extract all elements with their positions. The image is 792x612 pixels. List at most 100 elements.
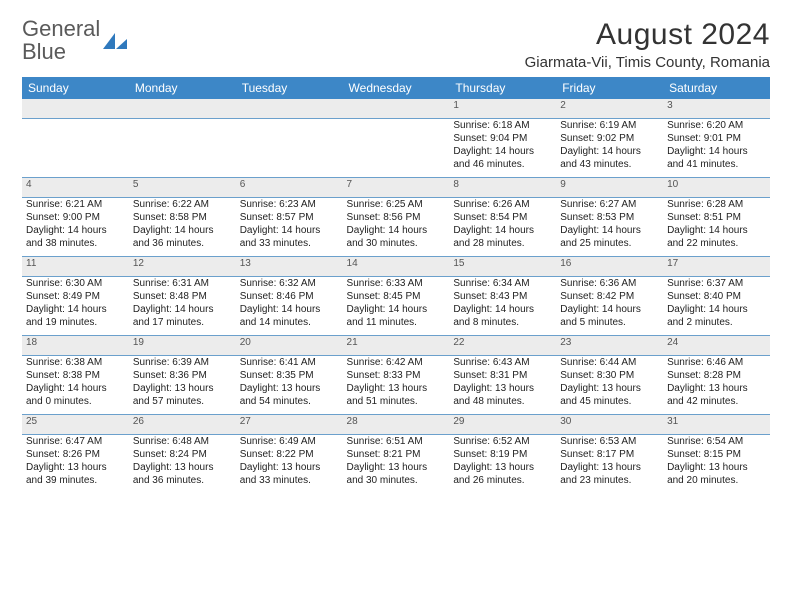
daylight-line-1: Daylight: 13 hours bbox=[667, 382, 766, 395]
logo-word-a: General bbox=[22, 16, 100, 41]
daylight-line-1: Daylight: 13 hours bbox=[560, 382, 659, 395]
daylight-line-1: Daylight: 14 hours bbox=[133, 303, 232, 316]
sunrise-line: Sunrise: 6:20 AM bbox=[667, 119, 766, 132]
daylight-line-1: Daylight: 14 hours bbox=[26, 224, 125, 237]
sunrise-line: Sunrise: 6:54 AM bbox=[667, 435, 766, 448]
daylight-line-2: and 46 minutes. bbox=[453, 158, 552, 171]
day-number-cell: 22 bbox=[449, 336, 556, 356]
day-header: Thursday bbox=[449, 77, 556, 99]
day-number-cell: 3 bbox=[663, 99, 770, 119]
sunrise-line: Sunrise: 6:44 AM bbox=[560, 356, 659, 369]
day-number-cell: 7 bbox=[343, 178, 450, 198]
day-detail-cell: Sunrise: 6:25 AMSunset: 8:56 PMDaylight:… bbox=[343, 198, 450, 257]
sunset-line: Sunset: 8:48 PM bbox=[133, 290, 232, 303]
day-number-cell: 18 bbox=[22, 336, 129, 356]
daylight-line-1: Daylight: 14 hours bbox=[26, 382, 125, 395]
day-detail-row: Sunrise: 6:21 AMSunset: 9:00 PMDaylight:… bbox=[22, 198, 770, 257]
daylight-line-1: Daylight: 13 hours bbox=[133, 461, 232, 474]
day-detail-cell: Sunrise: 6:30 AMSunset: 8:49 PMDaylight:… bbox=[22, 277, 129, 336]
sunrise-line: Sunrise: 6:38 AM bbox=[26, 356, 125, 369]
day-header: Saturday bbox=[663, 77, 770, 99]
day-number-cell: 10 bbox=[663, 178, 770, 198]
daylight-line-2: and 0 minutes. bbox=[26, 395, 125, 408]
sunset-line: Sunset: 8:33 PM bbox=[347, 369, 446, 382]
daylight-line-2: and 33 minutes. bbox=[240, 474, 339, 487]
daylight-line-1: Daylight: 14 hours bbox=[453, 303, 552, 316]
day-number-cell: 6 bbox=[236, 178, 343, 198]
daylight-line-2: and 8 minutes. bbox=[453, 316, 552, 329]
sunset-line: Sunset: 9:02 PM bbox=[560, 132, 659, 145]
day-detail-row: Sunrise: 6:30 AMSunset: 8:49 PMDaylight:… bbox=[22, 277, 770, 336]
day-detail-cell: Sunrise: 6:53 AMSunset: 8:17 PMDaylight:… bbox=[556, 435, 663, 494]
sunrise-line: Sunrise: 6:49 AM bbox=[240, 435, 339, 448]
sunset-line: Sunset: 8:46 PM bbox=[240, 290, 339, 303]
daylight-line-1: Daylight: 14 hours bbox=[667, 145, 766, 158]
daylight-line-2: and 28 minutes. bbox=[453, 237, 552, 250]
day-detail-row: Sunrise: 6:18 AMSunset: 9:04 PMDaylight:… bbox=[22, 119, 770, 178]
day-detail-cell bbox=[236, 119, 343, 178]
day-header: Monday bbox=[129, 77, 236, 99]
sunset-line: Sunset: 8:30 PM bbox=[560, 369, 659, 382]
logo-text: General Blue bbox=[22, 18, 100, 64]
sunrise-line: Sunrise: 6:53 AM bbox=[560, 435, 659, 448]
day-detail-cell: Sunrise: 6:36 AMSunset: 8:42 PMDaylight:… bbox=[556, 277, 663, 336]
day-number-cell: 13 bbox=[236, 257, 343, 277]
day-detail-row: Sunrise: 6:47 AMSunset: 8:26 PMDaylight:… bbox=[22, 435, 770, 494]
daylight-line-1: Daylight: 14 hours bbox=[347, 303, 446, 316]
sunrise-line: Sunrise: 6:36 AM bbox=[560, 277, 659, 290]
calendar-header-row: SundayMondayTuesdayWednesdayThursdayFrid… bbox=[22, 77, 770, 99]
day-number-cell: 9 bbox=[556, 178, 663, 198]
sunrise-line: Sunrise: 6:28 AM bbox=[667, 198, 766, 211]
location-subtitle: Giarmata-Vii, Timis County, Romania bbox=[525, 54, 770, 71]
sunrise-line: Sunrise: 6:46 AM bbox=[667, 356, 766, 369]
sunset-line: Sunset: 9:00 PM bbox=[26, 211, 125, 224]
sunrise-line: Sunrise: 6:47 AM bbox=[26, 435, 125, 448]
daylight-line-2: and 39 minutes. bbox=[26, 474, 125, 487]
logo-sail-icon bbox=[102, 32, 128, 50]
sunrise-line: Sunrise: 6:22 AM bbox=[133, 198, 232, 211]
header-bar: General Blue August 2024 Giarmata-Vii, T… bbox=[22, 18, 770, 71]
sunset-line: Sunset: 8:43 PM bbox=[453, 290, 552, 303]
day-detail-cell: Sunrise: 6:26 AMSunset: 8:54 PMDaylight:… bbox=[449, 198, 556, 257]
day-detail-cell: Sunrise: 6:39 AMSunset: 8:36 PMDaylight:… bbox=[129, 356, 236, 415]
sunset-line: Sunset: 8:56 PM bbox=[347, 211, 446, 224]
day-number-cell: 19 bbox=[129, 336, 236, 356]
daylight-line-1: Daylight: 13 hours bbox=[347, 382, 446, 395]
day-number-cell bbox=[22, 99, 129, 119]
daylight-line-1: Daylight: 14 hours bbox=[667, 303, 766, 316]
daylight-line-2: and 43 minutes. bbox=[560, 158, 659, 171]
sunset-line: Sunset: 8:42 PM bbox=[560, 290, 659, 303]
sunrise-line: Sunrise: 6:34 AM bbox=[453, 277, 552, 290]
daylight-line-2: and 20 minutes. bbox=[667, 474, 766, 487]
day-detail-cell: Sunrise: 6:23 AMSunset: 8:57 PMDaylight:… bbox=[236, 198, 343, 257]
day-detail-cell: Sunrise: 6:46 AMSunset: 8:28 PMDaylight:… bbox=[663, 356, 770, 415]
calendar-table: SundayMondayTuesdayWednesdayThursdayFrid… bbox=[22, 77, 770, 493]
day-detail-cell: Sunrise: 6:34 AMSunset: 8:43 PMDaylight:… bbox=[449, 277, 556, 336]
sunrise-line: Sunrise: 6:19 AM bbox=[560, 119, 659, 132]
daylight-line-1: Daylight: 14 hours bbox=[453, 224, 552, 237]
month-title: August 2024 bbox=[525, 18, 770, 52]
day-detail-cell: Sunrise: 6:27 AMSunset: 8:53 PMDaylight:… bbox=[556, 198, 663, 257]
day-number-cell: 25 bbox=[22, 415, 129, 435]
sunrise-line: Sunrise: 6:21 AM bbox=[26, 198, 125, 211]
day-detail-cell: Sunrise: 6:21 AMSunset: 9:00 PMDaylight:… bbox=[22, 198, 129, 257]
daylight-line-1: Daylight: 14 hours bbox=[667, 224, 766, 237]
day-number-cell: 31 bbox=[663, 415, 770, 435]
day-number-cell: 8 bbox=[449, 178, 556, 198]
day-number-cell bbox=[236, 99, 343, 119]
daylight-line-1: Daylight: 13 hours bbox=[133, 382, 232, 395]
daylight-line-1: Daylight: 13 hours bbox=[453, 382, 552, 395]
day-number-cell: 5 bbox=[129, 178, 236, 198]
day-detail-cell: Sunrise: 6:18 AMSunset: 9:04 PMDaylight:… bbox=[449, 119, 556, 178]
day-detail-cell: Sunrise: 6:52 AMSunset: 8:19 PMDaylight:… bbox=[449, 435, 556, 494]
day-number-cell: 14 bbox=[343, 257, 450, 277]
day-number-row: 123 bbox=[22, 99, 770, 119]
title-block: August 2024 Giarmata-Vii, Timis County, … bbox=[525, 18, 770, 71]
day-number-cell: 30 bbox=[556, 415, 663, 435]
day-number-cell: 21 bbox=[343, 336, 450, 356]
sunrise-line: Sunrise: 6:32 AM bbox=[240, 277, 339, 290]
sunrise-line: Sunrise: 6:41 AM bbox=[240, 356, 339, 369]
daylight-line-1: Daylight: 13 hours bbox=[453, 461, 552, 474]
daylight-line-1: Daylight: 13 hours bbox=[347, 461, 446, 474]
daylight-line-2: and 25 minutes. bbox=[560, 237, 659, 250]
